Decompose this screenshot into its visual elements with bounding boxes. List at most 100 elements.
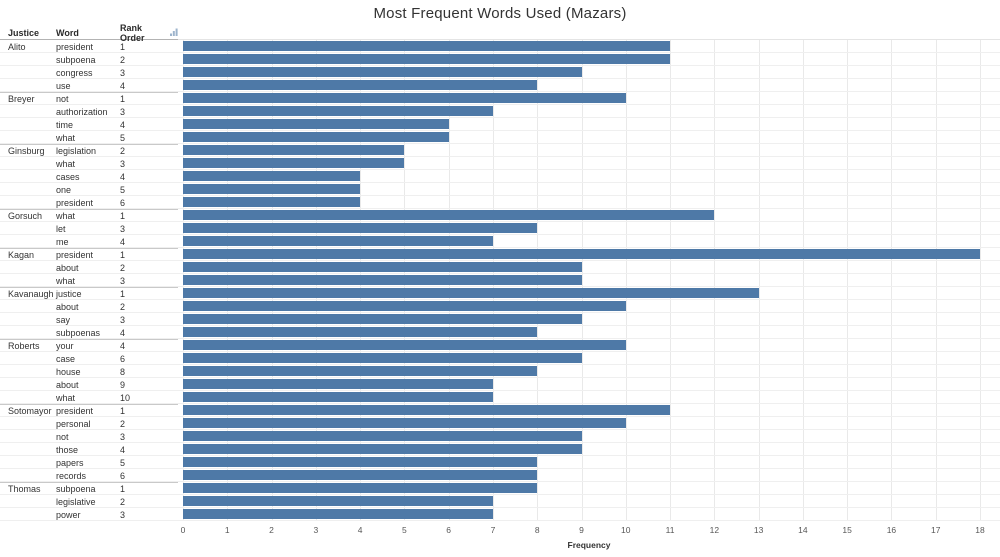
frequency-bar[interactable] [183,184,361,194]
frequency-bar[interactable] [183,353,582,363]
chart-title: Most Frequent Words Used (Mazars) [373,4,627,22]
rank-order-label: 1 [120,249,126,260]
frequency-bar[interactable] [183,483,538,493]
frequency-bar[interactable] [183,223,538,233]
frequency-bar[interactable] [183,145,405,155]
frequency-bar[interactable] [183,41,671,51]
gridline [802,40,804,520]
rank-order-label: 2 [120,301,126,312]
justice-label [0,66,56,79]
row-plot [178,404,1000,417]
rank-order-label: 8 [120,366,126,377]
justice-label [0,313,56,326]
frequency-bar[interactable] [183,262,582,272]
row-plot [178,339,1000,352]
rank-order-label: 2 [120,418,126,429]
justice-label [0,183,56,196]
frequency-bar[interactable] [183,301,626,311]
rank-order-label: 1 [120,210,126,221]
word-label: subpoena [56,54,96,65]
gridline [625,40,627,520]
frequency-bar[interactable] [183,392,493,402]
frequency-bar[interactable] [183,197,361,207]
frequency-bar[interactable] [183,158,405,168]
frequency-bar[interactable] [183,366,538,376]
word-label: congress [56,67,93,78]
table-row: about 2 [0,261,1000,274]
word-label: one [56,184,72,195]
table-row: let 3 [0,222,1000,235]
table-row: Kagan president 1 [0,248,1000,261]
rank-order-label: 1 [120,483,126,494]
row-plot [178,430,1000,443]
row-plot [178,469,1000,482]
frequency-bar[interactable] [183,314,582,324]
justice-label [0,469,56,482]
gridline [935,40,937,520]
frequency-bar[interactable] [183,93,626,103]
frequency-bar[interactable] [183,327,538,337]
frequency-bar[interactable] [183,67,582,77]
frequency-bar[interactable] [183,405,671,415]
axis-tick-label: 1 [224,525,230,535]
justice-label [0,443,56,456]
row-plot [178,79,1000,92]
sort-ascending-icon[interactable] [170,28,178,38]
frequency-bar[interactable] [183,236,493,246]
word-label: what [56,132,76,143]
rank-order-label: 2 [120,54,126,65]
justice-label [0,105,56,118]
justice-label [0,79,56,92]
frequency-bar[interactable] [183,106,493,116]
frequency-bar[interactable] [183,210,715,220]
frequency-bar[interactable] [183,431,582,441]
rank-order-label: 4 [120,236,126,247]
frequency-bar[interactable] [183,132,449,142]
rank-order-label: 1 [120,405,126,416]
axis-tick-label: 13 [753,525,764,535]
word-label: subpoenas [56,327,101,338]
frequency-bar[interactable] [183,509,493,519]
frequency-bar[interactable] [183,444,582,454]
column-header-justice: Justice [0,26,56,40]
rank-order-label: 3 [120,106,126,117]
word-label: records [56,470,87,481]
word-label: about [56,379,79,390]
axis-tick-label: 6 [446,525,452,535]
rank-order-label: 9 [120,379,126,390]
table-row: not 3 [0,430,1000,443]
frequency-bar[interactable] [183,470,538,480]
table-row: Breyer not 1 [0,92,1000,105]
frequency-bar[interactable] [183,54,671,64]
frequency-bar[interactable] [183,119,449,129]
rank-order-label: 3 [120,509,126,520]
row-plot [178,326,1000,339]
word-label: those [56,444,79,455]
row-plot [178,300,1000,313]
word-label: president [56,41,94,52]
table-row: Roberts your 4 [0,339,1000,352]
frequency-bar[interactable] [183,379,493,389]
table-row: records 6 [0,469,1000,482]
axis-tick-label: 15 [842,525,852,535]
word-label: authorization [56,106,108,117]
frequency-bar[interactable] [183,418,626,428]
frequency-bar[interactable] [183,249,980,259]
frequency-bar[interactable] [183,457,538,467]
rank-order-label: 5 [120,184,126,195]
frequency-bar[interactable] [183,340,626,350]
frequency-bar[interactable] [183,496,493,506]
row-plot [178,495,1000,508]
rank-order-label: 4 [120,80,126,91]
frequency-bar[interactable] [183,288,759,298]
row-plot [178,209,1000,222]
rank-order-label: 4 [120,444,126,455]
rank-order-label: 1 [120,288,126,299]
justice-label [0,222,56,235]
x-axis-label: Frequency [567,540,611,550]
frequency-bar[interactable] [183,171,361,181]
frequency-bar[interactable] [183,80,538,90]
word-label: what [56,210,76,221]
table-row: Ginsburg legislation 2 [0,144,1000,157]
frequency-bar[interactable] [183,275,582,285]
